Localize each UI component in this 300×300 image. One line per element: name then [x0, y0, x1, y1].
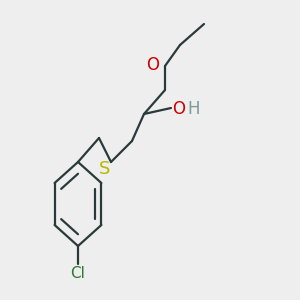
- Text: Cl: Cl: [70, 266, 86, 280]
- Text: O: O: [172, 100, 185, 118]
- Text: S: S: [99, 160, 111, 178]
- Text: O: O: [146, 56, 160, 74]
- Text: H: H: [188, 100, 200, 118]
